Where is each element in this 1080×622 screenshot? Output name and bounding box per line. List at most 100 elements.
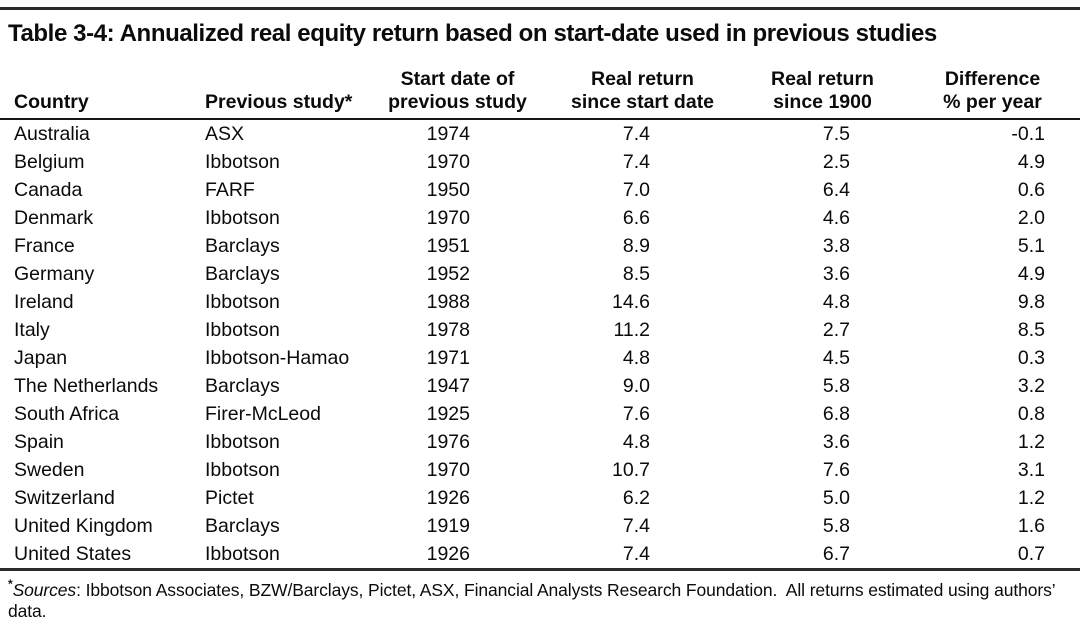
col-header-return-since-1900-line1: Real return — [771, 68, 874, 90]
cell-start: 1988 — [426, 291, 470, 313]
cell-since-start: 6.2 — [622, 487, 650, 509]
cell-diff: 5.1 — [1017, 235, 1045, 257]
table-row: United Kingdom Barclays 1919 7.4 5.8 1.6 — [0, 512, 1080, 540]
table-header: Country Previous study* Start date of pr… — [0, 68, 1080, 120]
cell-study: Barclays — [205, 235, 280, 257]
cell-diff: 0.6 — [1017, 179, 1045, 201]
table-row: Denmark Ibbotson 1970 6.6 4.6 2.0 — [0, 204, 1080, 232]
cell-since-1900: 6.7 — [822, 543, 850, 565]
cell-country: Canada — [14, 179, 83, 201]
cell-study: Ibbotson — [205, 459, 280, 481]
cell-since-start: 7.4 — [622, 515, 650, 537]
table-row: Canada FARF 1950 7.0 6.4 0.6 — [0, 176, 1080, 204]
cell-country: Italy — [14, 319, 50, 341]
top-rule — [0, 7, 1080, 10]
table-row: Germany Barclays 1952 8.5 3.6 4.9 — [0, 260, 1080, 288]
footnote-sources-word: Sources — [12, 580, 77, 600]
table-body: Australia ASX 1974 7.4 7.5 -0.1 Belgium Ibbotso… — [0, 119, 1080, 570]
cell-since-1900: 6.8 — [822, 403, 850, 425]
cell-study: Ibbotson — [205, 291, 280, 313]
cell-country: Ireland — [14, 291, 74, 313]
cell-country: Switzerland — [14, 487, 115, 509]
col-header-return-since-start-line1: Real return — [591, 68, 694, 90]
cell-study: Ibbotson — [205, 543, 280, 565]
data-table: Country Previous study* Start date of pr… — [0, 68, 1080, 571]
cell-start: 1952 — [426, 263, 470, 285]
cell-since-start: 14.6 — [612, 291, 650, 313]
cell-since-start: 7.0 — [622, 179, 650, 201]
cell-study: Barclays — [205, 263, 280, 285]
cell-country: Germany — [14, 263, 95, 285]
cell-since-1900: 4.5 — [822, 347, 850, 369]
table-row: Japan Ibbotson-Hamao 1971 4.8 4.5 0.3 — [0, 344, 1080, 372]
cell-start: 1971 — [426, 347, 470, 369]
cell-country: South Africa — [14, 403, 120, 425]
cell-start: 1970 — [426, 151, 470, 173]
cell-study: Ibbotson-Hamao — [205, 347, 350, 369]
cell-start: 1970 — [426, 459, 470, 481]
cell-since-1900: 5.8 — [822, 515, 850, 537]
cell-country: United States — [14, 543, 132, 565]
table-row: Italy Ibbotson 1978 11.2 2.7 8.5 — [0, 316, 1080, 344]
cell-since-start: 8.5 — [622, 263, 650, 285]
cell-since-start: 4.8 — [622, 347, 650, 369]
cell-diff: 0.3 — [1017, 347, 1045, 369]
cell-diff: 0.8 — [1017, 403, 1045, 425]
cell-study: Ibbotson — [205, 431, 280, 453]
cell-diff: -0.1 — [1011, 123, 1045, 145]
cell-since-1900: 7.6 — [822, 459, 850, 481]
cell-since-1900: 2.5 — [822, 151, 850, 173]
cell-since-1900: 4.6 — [822, 207, 850, 229]
col-header-previous-study-label: Previous study* — [205, 91, 353, 113]
cell-start: 1978 — [426, 319, 470, 341]
cell-since-1900: 3.6 — [822, 263, 850, 285]
table-row: Sweden Ibbotson 1970 10.7 7.6 3.1 — [0, 456, 1080, 484]
cell-study: Barclays — [205, 375, 280, 397]
col-header-difference: Difference % per year — [905, 68, 1080, 120]
cell-diff: 0.7 — [1017, 543, 1045, 565]
col-header-difference-line2: % per year — [943, 91, 1042, 113]
cell-diff: 1.6 — [1017, 515, 1045, 537]
cell-study: ASX — [205, 123, 245, 145]
cell-diff: 9.8 — [1017, 291, 1045, 313]
cell-since-1900: 5.8 — [822, 375, 850, 397]
header-row: Country Previous study* Start date of pr… — [0, 68, 1080, 120]
cell-country: United Kingdom — [14, 515, 153, 537]
table-row: South Africa Firer-McLeod 1925 7.6 6.8 0.8 — [0, 400, 1080, 428]
col-header-start-date-line2: previous study — [388, 91, 527, 113]
cell-study: Pictet — [205, 487, 254, 509]
cell-since-start: 10.7 — [612, 459, 650, 481]
cell-since-1900: 2.7 — [822, 319, 850, 341]
footnote-text: : Ibbotson Associates, BZW/Barclays, Pic… — [8, 580, 1060, 621]
cell-country: Denmark — [14, 207, 94, 229]
cell-since-1900: 7.5 — [822, 123, 850, 145]
cell-since-start: 6.6 — [622, 207, 650, 229]
col-header-start-date: Start date of previous study — [370, 68, 545, 120]
cell-since-start: 9.0 — [622, 375, 650, 397]
col-header-difference-line1: Difference — [944, 68, 1041, 90]
cell-start: 1951 — [426, 235, 470, 257]
cell-study: Ibbotson — [205, 151, 280, 173]
cell-country: Japan — [14, 347, 68, 369]
cell-since-start: 11.2 — [613, 319, 650, 341]
cell-since-start: 4.8 — [622, 431, 650, 453]
cell-country: France — [14, 235, 75, 257]
table-row: France Barclays 1951 8.9 3.8 5.1 — [0, 232, 1080, 260]
cell-diff: 4.9 — [1017, 151, 1045, 173]
cell-study: Barclays — [205, 515, 280, 537]
cell-country: Belgium — [14, 151, 85, 173]
cell-start: 1925 — [426, 403, 470, 425]
cell-diff: 3.2 — [1017, 375, 1045, 397]
cell-diff: 1.2 — [1017, 431, 1045, 453]
footnote-marker: * — [8, 577, 13, 591]
cell-diff: 8.5 — [1017, 319, 1045, 341]
cell-since-start: 7.6 — [622, 403, 650, 425]
cell-since-start: 7.4 — [622, 123, 650, 145]
table-row: The Netherlands Barclays 1947 9.0 5.8 3.2 — [0, 372, 1080, 400]
table-title: Table 3-4: Annualized real equity return… — [8, 20, 937, 47]
col-header-country: Country — [0, 68, 195, 120]
cell-study: FARF — [205, 179, 255, 201]
cell-start: 1976 — [426, 431, 470, 453]
cell-since-start: 8.9 — [622, 235, 650, 257]
cell-start: 1970 — [426, 207, 470, 229]
